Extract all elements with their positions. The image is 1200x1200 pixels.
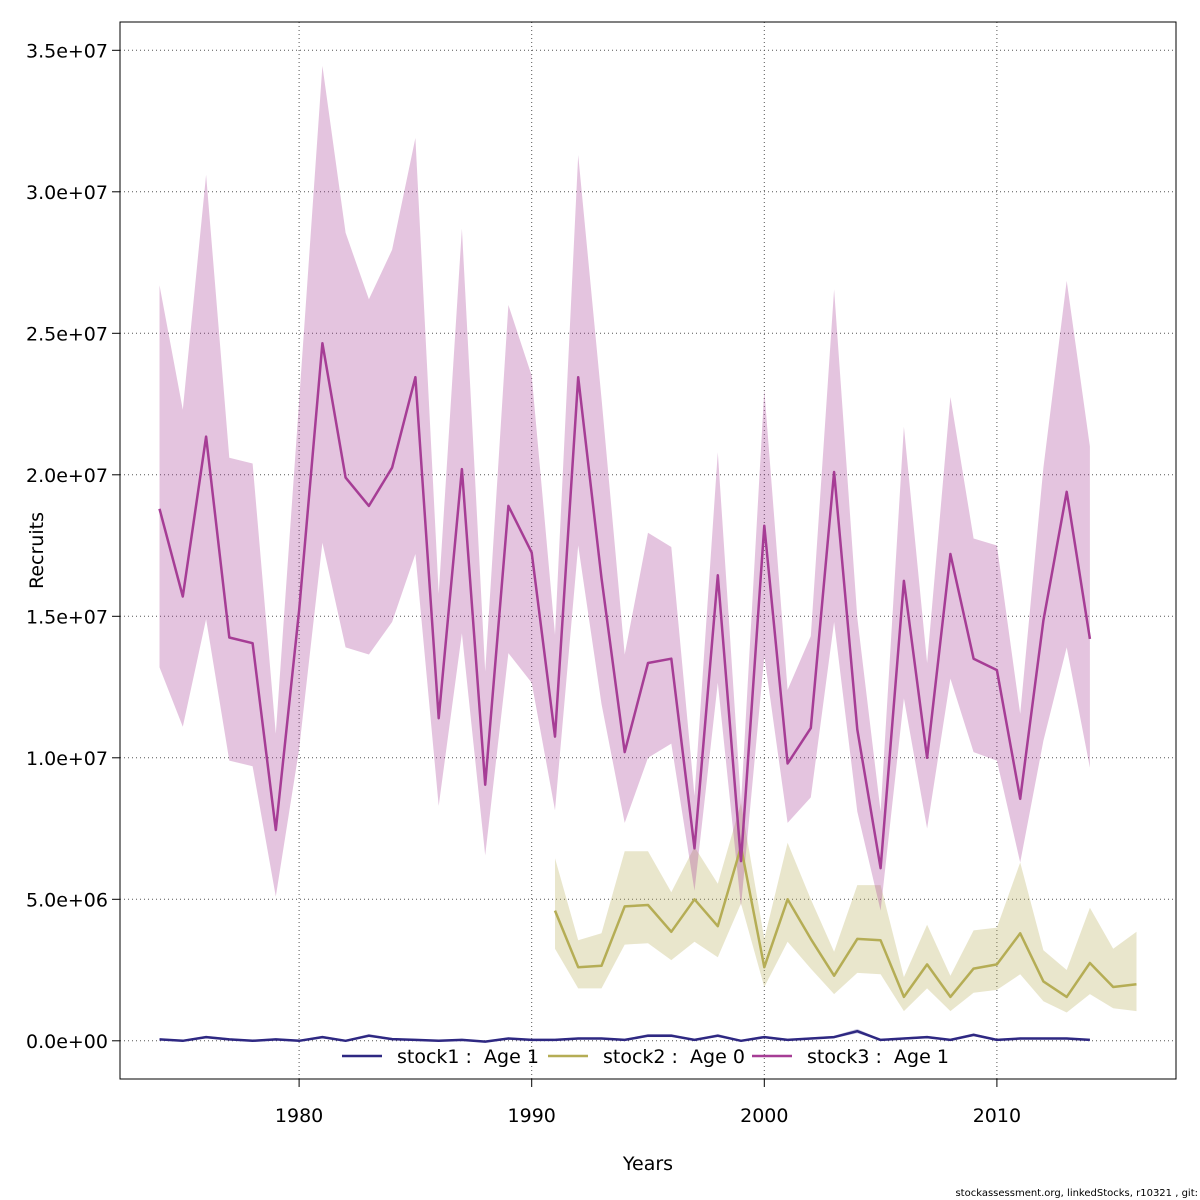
plot-frame	[119, 21, 1177, 1080]
confidence-band-series-2	[555, 803, 1137, 1013]
x-tick-label: 2000	[740, 1105, 788, 1127]
x-tick-label: 1990	[508, 1105, 556, 1127]
confidence-bands	[159, 65, 1137, 1043]
y-axis-title: Recruits	[26, 512, 48, 589]
legend-label: stock3 : Age 1	[807, 1046, 949, 1068]
legend-label: stock1 : Age 1	[397, 1046, 539, 1068]
y-tick-label: 3.0e+07	[26, 182, 108, 204]
confidence-band-series-3	[159, 65, 1090, 911]
y-tick-label: 2.5e+07	[26, 323, 108, 345]
y-tick-label: 1.0e+07	[26, 748, 108, 770]
x-tick-label: 2010	[973, 1105, 1021, 1127]
y-tick-label: 2.0e+07	[26, 465, 108, 487]
grid-lines	[120, 22, 1176, 1079]
axes: 0.0e+00 5.0e+06 1.0e+07 1.5e+07 2.0e+07 2.5e+…	[26, 40, 1021, 1127]
series-lines	[158, 341, 1137, 1043]
legend: stock1 : Age 1 stock2 : Age 0 stock3 : Age…	[342, 1046, 949, 1068]
y-tick-label: 0.0e+00	[26, 1031, 108, 1053]
legend-label: stock2 : Age 0	[603, 1046, 745, 1068]
footnote: stockassessment.org, linkedStocks, r1032…	[955, 1188, 1198, 1199]
series-line-2	[553, 845, 1137, 999]
x-axis-title: Years	[622, 1153, 673, 1175]
series-line-3	[158, 341, 1092, 870]
x-tick-label: 1980	[275, 1105, 323, 1127]
y-tick-label: 1.5e+07	[26, 606, 108, 628]
series-line-1	[159, 1029, 1090, 1043]
y-tick-label: 5.0e+06	[26, 889, 108, 911]
y-tick-label: 3.5e+07	[26, 40, 108, 62]
